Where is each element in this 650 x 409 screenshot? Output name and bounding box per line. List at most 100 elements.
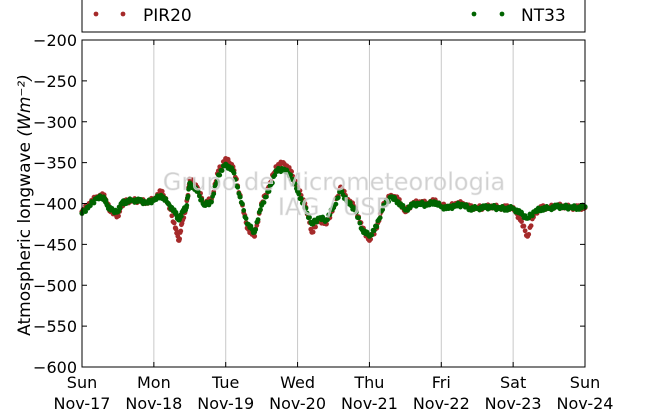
data-point-pir20: [522, 228, 528, 234]
data-point-nt33: [339, 188, 345, 194]
data-point-nt33: [290, 176, 296, 182]
data-point-pir20: [310, 229, 316, 235]
watermark: Grupo de Micrometeorologia IAG / USP: [162, 168, 505, 222]
data-point-nt33: [327, 212, 333, 218]
data-point-nt33: [87, 203, 93, 209]
legend-marker-pir20-b: [120, 11, 126, 17]
x-tick-label-day: Thu: [353, 373, 384, 392]
y-tick-label: −250: [33, 72, 77, 91]
data-point-pir20: [169, 213, 175, 219]
data-point-nt33: [185, 193, 191, 199]
data-point-nt33: [258, 207, 263, 213]
plot-area: [79, 155, 588, 243]
y-tick-label: −500: [33, 276, 77, 295]
grid: [153, 40, 514, 367]
x-tick-label-date: Nov-23: [485, 394, 542, 409]
x-ticks: Sun Nov-17 Mon Nov-18 Tue Nov-19 Wed Nov-20 Thu N…: [54, 40, 613, 409]
x-tick-label-date: Nov-17: [54, 394, 111, 409]
data-point-nt33: [335, 195, 341, 201]
legend-entry-nt33: NT33: [471, 6, 566, 26]
series-nt33: [79, 161, 588, 239]
data-point-nt33: [353, 209, 359, 215]
data-point-nt33: [195, 189, 201, 194]
x-tick-label-date: Nov-18: [125, 394, 182, 409]
data-point-nt33: [199, 197, 205, 202]
y-ticks: −600 −550 −500 −450 −400 −350 −300 −250 −200: [33, 31, 585, 377]
data-point-nt33: [240, 201, 245, 207]
data-point-nt33: [377, 215, 383, 221]
x-tick-label-date: Nov-20: [269, 394, 326, 409]
x-tick-label-date: Nov-22: [413, 394, 470, 409]
data-point-nt33: [333, 201, 339, 207]
x-tick-label-date: Nov-19: [197, 394, 254, 409]
data-point-nt33: [266, 188, 272, 194]
data-point-nt33: [292, 181, 298, 187]
data-point-nt33: [382, 202, 388, 208]
data-point-nt33: [196, 193, 202, 199]
legend-marker-nt33-a: [471, 11, 477, 17]
data-point-nt33: [287, 172, 293, 178]
data-point-nt33: [219, 168, 225, 173]
data-point-pir20: [526, 231, 532, 237]
x-tick-label-day: Wed: [280, 373, 315, 392]
data-point-nt33: [243, 216, 249, 221]
data-point-nt33: [264, 194, 269, 200]
data-point-nt33: [272, 172, 278, 178]
y-axis-label-unit: (Wm⁻²): [15, 74, 35, 136]
data-point-nt33: [117, 205, 123, 211]
y-tick-label: −200: [33, 31, 77, 50]
x-tick-label-day: Fri: [432, 373, 451, 392]
legend-label-pir20: PIR20: [143, 6, 192, 26]
x-tick-label-day: Mon: [137, 373, 171, 392]
data-point-nt33: [91, 200, 97, 206]
data-point-nt33: [304, 210, 310, 216]
legend-marker-pir20-a: [93, 11, 99, 17]
data-point-nt33: [241, 208, 247, 213]
x-tick-label-day: Sun: [570, 373, 600, 392]
data-point-nt33: [184, 203, 190, 208]
data-point-nt33: [369, 232, 375, 238]
data-point-pir20: [521, 223, 527, 229]
data-point-nt33: [356, 215, 362, 221]
data-point-nt33: [386, 199, 391, 205]
data-point-nt33: [211, 191, 217, 197]
data-point-nt33: [301, 200, 306, 206]
watermark-line-1: Grupo de Micrometeorologia: [163, 168, 505, 196]
data-point-nt33: [357, 220, 363, 226]
y-tick-label: −450: [33, 235, 77, 254]
data-point-nt33: [343, 194, 348, 200]
data-point-nt33: [296, 191, 302, 197]
legend-label-nt33: NT33: [521, 6, 566, 26]
x-tick-label-date: Nov-21: [341, 394, 398, 409]
data-point-nt33: [179, 213, 184, 219]
data-point-pir20: [177, 236, 183, 242]
data-point-nt33: [235, 184, 241, 190]
data-point-nt33: [298, 196, 304, 201]
data-point-nt33: [232, 177, 238, 182]
data-point-nt33: [255, 217, 261, 223]
data-point-nt33: [314, 219, 320, 225]
data-point-nt33: [371, 228, 377, 234]
data-point-nt33: [261, 200, 267, 205]
x-tick-label-day: Sun: [67, 373, 97, 392]
data-point-nt33: [208, 199, 214, 205]
x-tick-label-day: Tue: [211, 373, 239, 392]
data-point-pir20: [171, 220, 177, 226]
legend-marker-nt33-b: [499, 11, 505, 17]
y-tick-label: −550: [33, 317, 77, 336]
x-tick-label-day: Sat: [500, 373, 526, 392]
y-axis-label: Atmospheric longwave (Wm⁻²): [15, 74, 35, 336]
data-point-pir20: [116, 213, 121, 219]
watermark-line-2: IAG / USP: [278, 193, 390, 221]
data-point-pir20: [528, 223, 534, 229]
y-tick-label: −350: [33, 154, 77, 173]
data-point-nt33: [237, 194, 243, 200]
data-point-pir20: [519, 219, 524, 224]
y-tick-label: −300: [33, 113, 77, 132]
data-point-nt33: [307, 215, 312, 220]
data-point-nt33: [214, 178, 220, 184]
data-point-nt33: [217, 172, 223, 178]
data-point-nt33: [253, 227, 259, 232]
data-point-nt33: [270, 180, 275, 186]
